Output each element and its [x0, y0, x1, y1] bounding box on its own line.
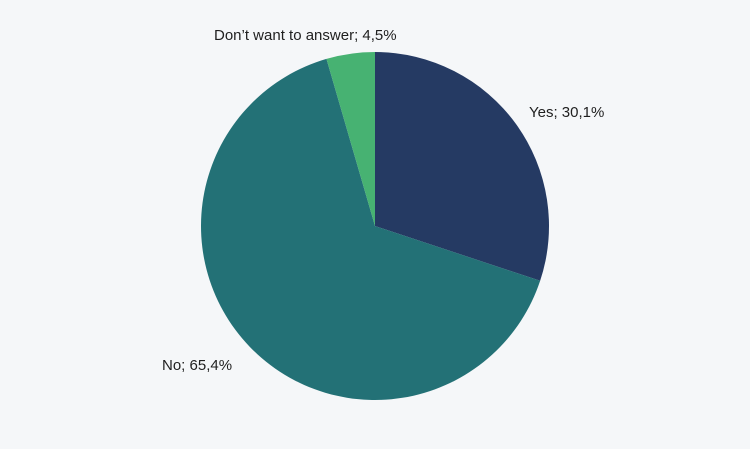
- pie-slice-no: [200, 58, 541, 400]
- pie-slice-don-t-want-to-answer: [326, 52, 375, 226]
- pie-slices: [200, 52, 549, 400]
- slice-label-yes: Yes; 30,1%: [529, 104, 604, 121]
- slice-label-dont-want-to-answer: Don’t want to answer; 4,5%: [214, 27, 397, 44]
- slice-label-no: No; 65,4%: [162, 357, 232, 374]
- pie-slice-yes: [375, 52, 549, 281]
- slice-labels: Yes; 30,1% No; 65,4% Don’t want to answe…: [162, 27, 604, 374]
